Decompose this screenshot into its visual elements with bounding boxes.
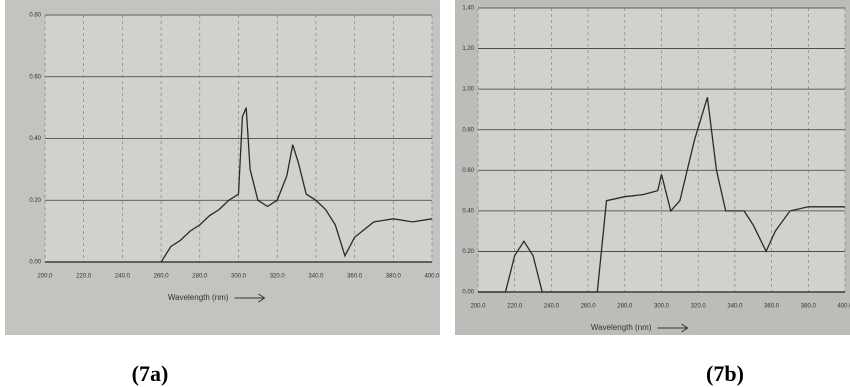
y-tick-label: 0.60 [29, 74, 41, 80]
x-tick-label: 320.0 [691, 304, 707, 310]
x-axis-label: Wavelength (nm) [591, 323, 652, 332]
y-tick-label: 0.20 [29, 198, 41, 204]
y-tick-label: 0.60 [462, 168, 474, 174]
y-tick-label: 1.20 [462, 46, 474, 52]
x-tick-label: 400.0 [837, 304, 850, 310]
caption: (7a) [132, 361, 169, 386]
y-tick-label: 0.40 [462, 208, 474, 214]
x-tick-label: 360.0 [347, 274, 363, 280]
x-axis-label: Wavelength (nm) [168, 293, 229, 302]
x-tick-label: 260.0 [581, 304, 597, 310]
x-tick-label: 240.0 [544, 304, 560, 310]
x-tick-label: 300.0 [654, 304, 670, 310]
y-tick-label: 0.80 [29, 13, 41, 19]
caption: (7b) [706, 361, 744, 386]
y-tick-label: 1.00 [462, 87, 474, 93]
y-tick-label: 0.00 [462, 290, 474, 296]
x-tick-label: 380.0 [801, 304, 817, 310]
x-tick-label: 260.0 [154, 274, 170, 280]
spectrum-line [478, 97, 845, 293]
y-tick-label: 0.40 [29, 136, 41, 142]
x-tick-label: 340.0 [727, 304, 743, 310]
arrow [657, 323, 689, 333]
x-tick-label: 240.0 [115, 274, 131, 280]
y-tick-label: 0.80 [462, 127, 474, 133]
x-tick-label: 300.0 [231, 274, 247, 280]
x-tick-label: 320.0 [270, 274, 286, 280]
x-tick-label: 380.0 [386, 274, 402, 280]
x-tick-label: 280.0 [192, 274, 208, 280]
x-tick-label: 200.0 [37, 274, 53, 280]
arrow [234, 293, 266, 303]
y-tick-label: 0.20 [462, 249, 474, 255]
x-tick-label: 220.0 [507, 304, 523, 310]
x-tick-label: 200.0 [470, 304, 486, 310]
spectrum-line [160, 107, 433, 263]
y-tick-label: 1.40 [462, 6, 474, 12]
x-tick-label: 340.0 [308, 274, 324, 280]
x-tick-label: 220.0 [76, 274, 92, 280]
x-tick-label: 280.0 [617, 304, 633, 310]
x-tick-label: 360.0 [764, 304, 780, 310]
x-tick-label: 400.0 [424, 274, 440, 280]
y-tick-label: 0.00 [29, 260, 41, 266]
